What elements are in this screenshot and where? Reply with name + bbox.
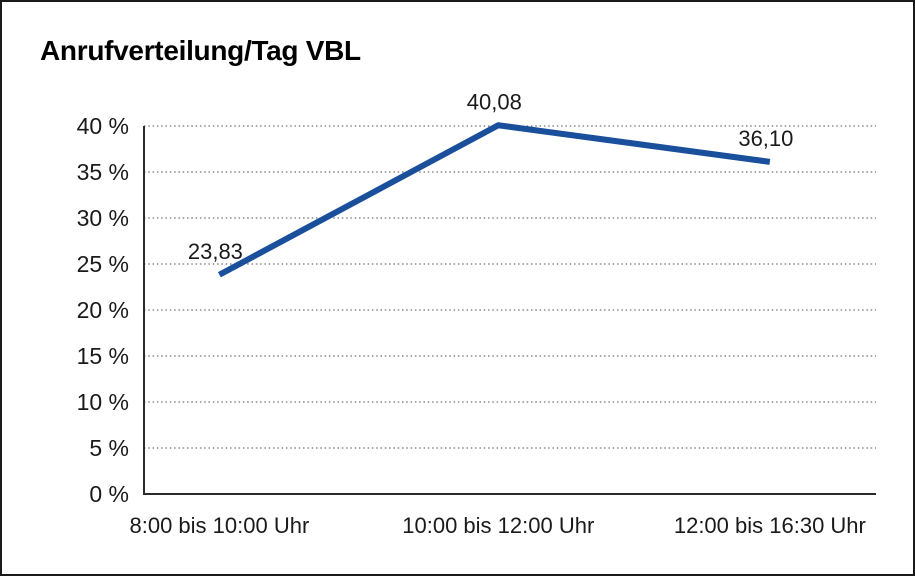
x-category-label: 10:00 bis 12:00 Uhr: [402, 513, 594, 538]
x-category-label: 8:00 bis 10:00 Uhr: [130, 513, 310, 538]
y-tick-label: 25 %: [77, 251, 129, 277]
data-point-label: 40,08: [467, 89, 522, 114]
y-tick-label: 0 %: [89, 481, 129, 507]
chart-title: Anrufverteilung/Tag VBL: [40, 35, 361, 66]
data-point-label: 23,83: [188, 239, 243, 264]
y-tick-label: 30 %: [77, 205, 129, 231]
y-tick-label: 35 %: [77, 159, 129, 185]
data-line: [217, 122, 771, 278]
data-point-label: 36,10: [738, 126, 793, 151]
y-tick-label: 15 %: [77, 343, 129, 369]
y-tick-label: 10 %: [77, 389, 129, 415]
y-tick-label: 40 %: [77, 113, 129, 139]
x-category-label: 12:00 bis 16:30 Uhr: [674, 513, 866, 538]
y-tick-label: 5 %: [89, 435, 129, 461]
y-tick-label: 20 %: [77, 297, 129, 323]
